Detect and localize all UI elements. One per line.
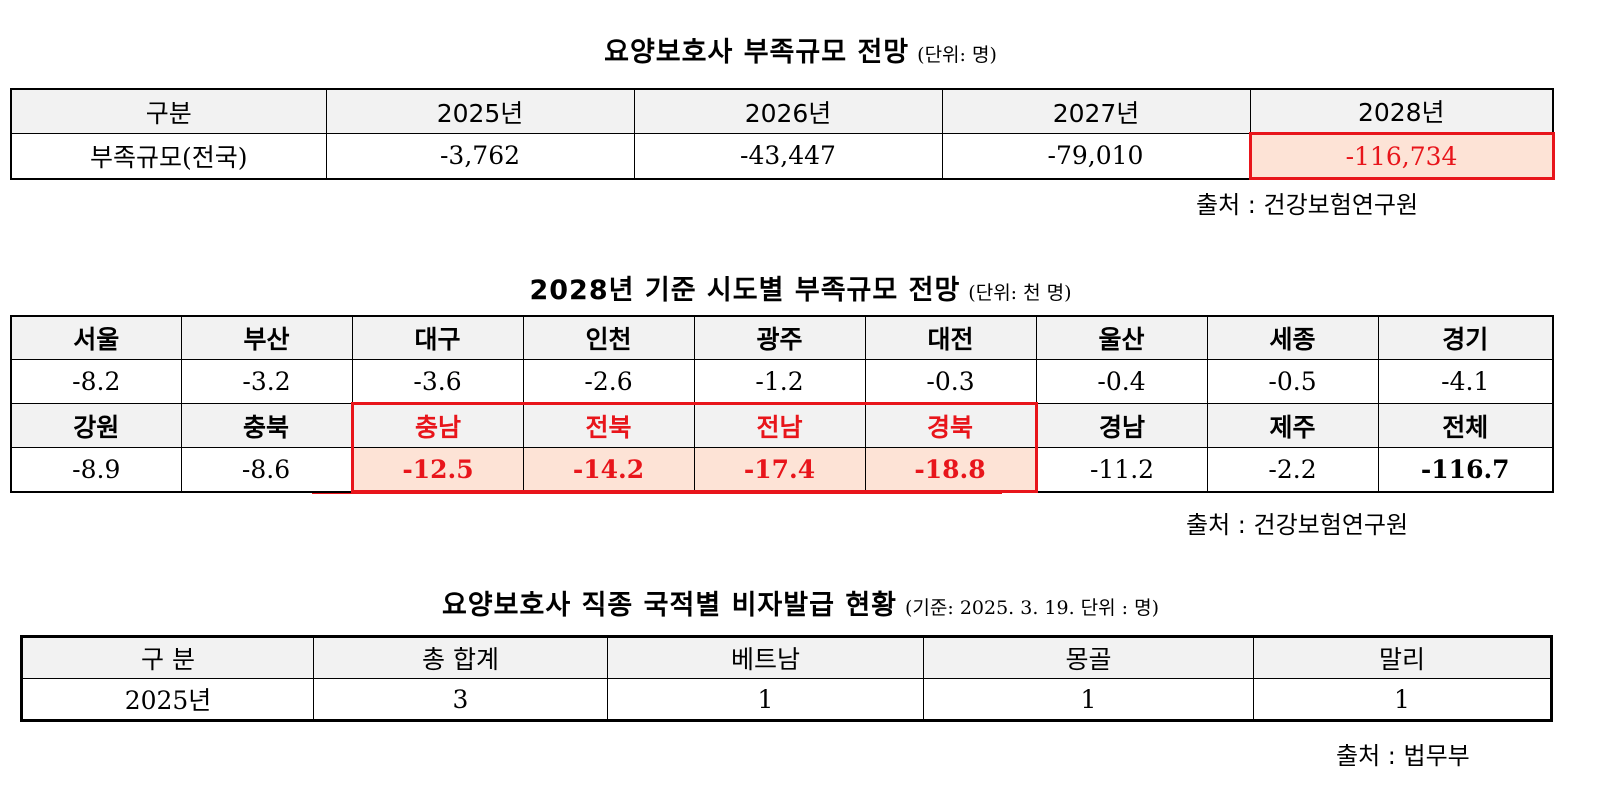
header-cell: 2028년 [1249,88,1554,134]
section3-source: 출처 : 법무부 [1336,742,1470,770]
section2-source: 출처 : 건강보험연구원 [1186,511,1409,539]
row-label: 부족규모(전국) [10,133,327,179]
region-cell: 광주 [693,315,866,360]
table-header-row: 구 분 총 합계 베트남 몽골 말리 [21,636,1552,679]
header-cell: 말리 [1253,636,1552,679]
region-cell: 강원 [10,403,182,448]
section2-title: 2028년 기준 시도별 부족규모 전망 (단위: 천 명) [0,268,1601,307]
region-value-row: -8.2 -3.2 -3.6 -2.6 -1.2 -0.3 -0.4 -0.5 … [10,359,1554,404]
section3-title: 요양보호사 직종 국적별 비자발급 현황 (기준: 2025. 3. 19. 단위… [0,583,1601,622]
value-cell: -3.2 [180,359,353,404]
value-cell: -0.3 [864,359,1037,404]
highlighted-value-cell: -116,734 [1248,132,1555,180]
row-label: 2025년 [21,678,314,721]
section2-unit: (단위: 천 명) [968,282,1072,304]
value-cell: -8.2 [10,359,182,404]
value-cell: -3.6 [351,359,524,404]
regional-shortage-table: 서울 부산 대구 인천 광주 대전 울산 세종 경기 -8.2 -3.2 -3.… [10,315,1554,493]
shortage-nationwide-table: 구분 2025년 2026년 2027년 2028년 부족규모(전국) -3,7… [10,88,1555,180]
region-cell: 충북 [180,403,353,448]
region-cell: 울산 [1035,315,1208,360]
header-cell: 2027년 [941,88,1251,134]
value-cell: 1 [1253,678,1552,721]
region-header-row: 강원 충북 충남 전북 전남 경북 경남 제주 전체 [10,402,1554,448]
section1-title: 요양보호사 부족규모 전망 (단위: 명) [0,30,1601,69]
visa-issuance-table: 구 분 총 합계 베트남 몽골 말리 2025년 3 1 1 1 [20,635,1553,722]
value-cell: -1.2 [693,359,866,404]
value-cell: -4.1 [1377,359,1554,404]
section1-source: 출처 : 건강보험연구원 [1196,191,1419,219]
value-cell: -2.2 [1206,447,1379,492]
header-cell: 몽골 [923,636,1254,679]
section1-unit: (단위: 명) [917,44,997,66]
highlighted-value-cell: -17.4 [693,447,866,493]
value-cell: 1 [923,678,1254,721]
value-cell: -79,010 [941,133,1251,179]
region-cell: 인천 [522,315,695,360]
region-cell: 부산 [180,315,353,360]
section3-title-text: 요양보호사 직종 국적별 비자발급 현황 [441,590,898,621]
table-row: 부족규모(전국) -3,762 -43,447 -79,010 -116,734 [10,132,1555,180]
header-cell: 구분 [10,88,327,134]
table-header-row: 구분 2025년 2026년 2027년 2028년 [10,88,1554,134]
total-value-cell: -116.7 [1377,447,1554,492]
highlighted-value-cell: -18.8 [864,447,1038,493]
header-cell: 2025년 [325,88,635,134]
highlight-underline [312,493,1002,494]
region-value-row: -8.9 -8.6 -12.5 -14.2 -17.4 -18.8 -11.2 … [10,447,1554,493]
highlighted-region-cell: 경북 [864,402,1038,448]
region-header-row: 서울 부산 대구 인천 광주 대전 울산 세종 경기 [10,315,1554,360]
region-cell: 대구 [351,315,524,360]
value-cell: -43,447 [633,133,943,179]
value-cell: -0.4 [1035,359,1208,404]
table-row: 2025년 3 1 1 1 [21,678,1552,721]
highlighted-value-cell: -12.5 [350,447,524,493]
header-cell: 총 합계 [313,636,608,679]
region-cell: 대전 [864,315,1037,360]
value-cell: -2.6 [522,359,695,404]
value-cell: -11.2 [1035,447,1208,492]
value-cell: -3,762 [325,133,635,179]
value-cell: 1 [607,678,924,721]
highlighted-region-cell: 전남 [693,402,866,448]
region-cell: 제주 [1206,403,1379,448]
region-cell: 세종 [1206,315,1379,360]
header-cell: 구 분 [21,636,314,679]
highlighted-region-cell: 충남 [350,402,524,448]
value-cell: 3 [313,678,608,721]
section1-title-text: 요양보호사 부족규모 전망 [604,37,910,68]
region-cell: 전체 [1377,403,1554,448]
region-cell: 서울 [10,315,182,360]
header-cell: 베트남 [607,636,924,679]
header-cell: 2026년 [633,88,943,134]
value-cell: -8.6 [180,447,353,492]
value-cell: -0.5 [1206,359,1379,404]
section3-unit: (기준: 2025. 3. 19. 단위 : 명) [905,597,1160,619]
region-cell: 경남 [1035,403,1208,448]
highlighted-region-cell: 전북 [522,402,695,448]
region-cell: 경기 [1377,315,1554,360]
section2-title-text: 2028년 기준 시도별 부족규모 전망 [529,275,961,306]
value-cell: -8.9 [10,447,182,492]
highlighted-value-cell: -14.2 [522,447,695,493]
